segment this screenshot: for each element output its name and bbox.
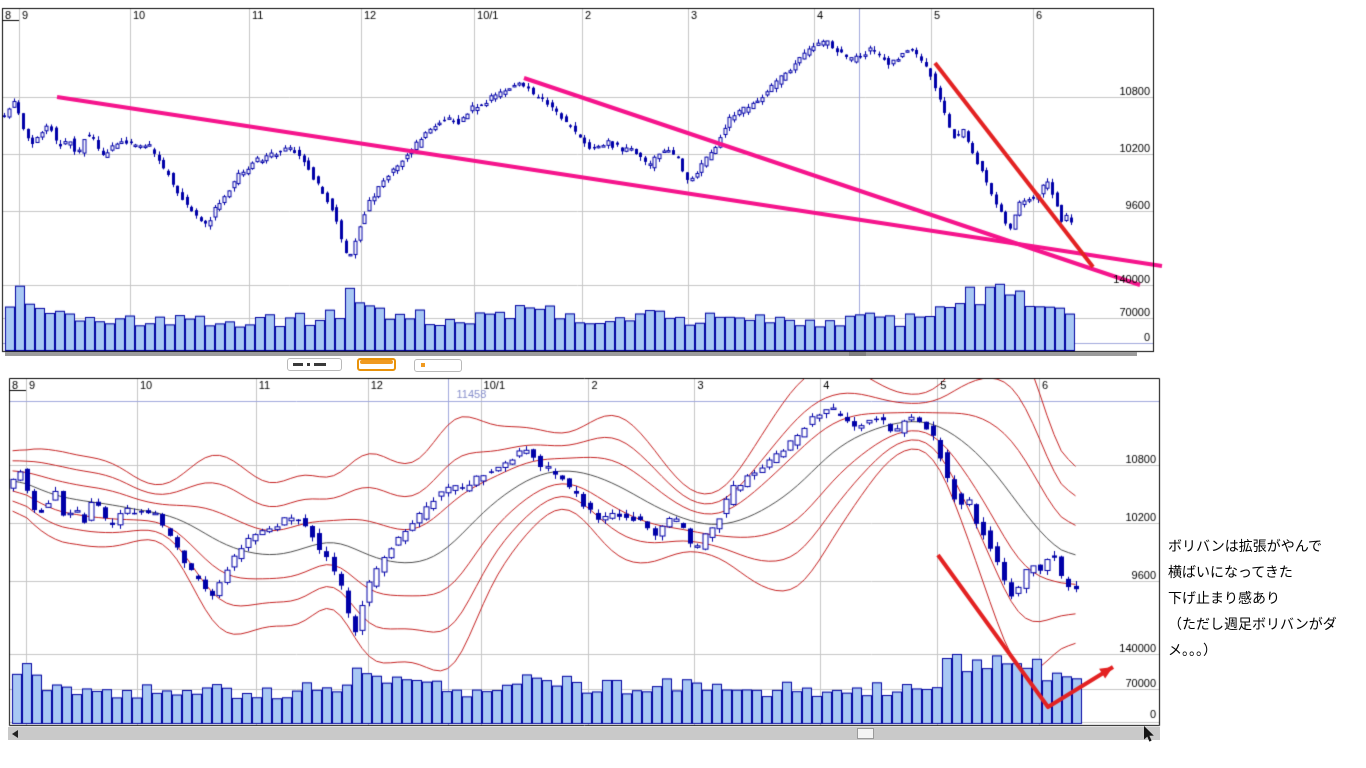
dash-icon: [314, 363, 326, 366]
note-line: 横ばいになってきた: [1168, 564, 1293, 580]
top-chart-scrollbar-track[interactable]: [5, 352, 1137, 356]
note-line: 下げ止まり感あり: [1168, 590, 1280, 606]
annotation-note: ボリバンは拡張がやんで 横ばいになってきた 下げ止まり感あり （ただし週足ボリバ…: [1168, 533, 1358, 663]
toolbar-button-fragment-dashes[interactable]: [287, 358, 342, 371]
note-line: ボリバンは拡張がやんで: [1168, 538, 1322, 554]
top-chart-scrollbar-thumb[interactable]: [849, 352, 866, 356]
toolbar-button-fragment-selected[interactable]: [357, 358, 396, 371]
toolbar-button-fragment-marker[interactable]: [414, 359, 462, 372]
bottom-chart-scrollbar-thumb[interactable]: [857, 728, 874, 739]
mouse-cursor-icon: [1143, 726, 1156, 748]
dash-icon: [293, 363, 303, 366]
bottom-chart-scrollbar-track[interactable]: [8, 727, 1160, 740]
note-line: （ただし週足ボリバンがダ: [1168, 616, 1337, 632]
dot-icon: [307, 363, 310, 366]
note-line: メ。。。）: [1168, 642, 1217, 658]
orange-band-icon: [360, 360, 393, 364]
orange-square-icon: [421, 363, 425, 367]
scrollbar-left-arrow-icon[interactable]: [12, 730, 18, 738]
